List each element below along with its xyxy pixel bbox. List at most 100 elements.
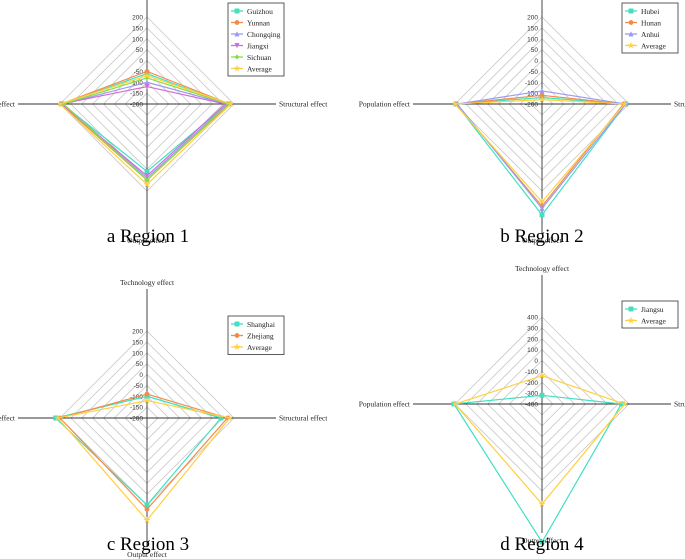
radar-chart-4: 400 300 200 100 0 -100 -200 -300 -400 Technology … (359, 264, 685, 545)
series-line (453, 99, 626, 203)
tick-label: -300 (525, 391, 538, 398)
series-point (144, 84, 150, 90)
legend-label: Jiangsu (641, 305, 664, 314)
legend-marker (234, 321, 240, 327)
series-point (143, 181, 151, 188)
legend-marker (627, 317, 635, 324)
series-point (227, 100, 234, 107)
legend-label: Shanghai (247, 320, 275, 329)
caption-region-3: c Region 3 (106, 534, 190, 555)
series-point (56, 100, 64, 107)
series-point (143, 72, 151, 79)
legend-marker (628, 8, 634, 14)
axis-label: Structural effect (279, 414, 328, 423)
tick-label: 150 (527, 25, 538, 32)
axis-label: Structural effect (279, 100, 328, 109)
tick-label: 200 (527, 336, 538, 343)
tick-label: 100 (132, 350, 143, 357)
series-point (539, 88, 545, 94)
series-point (451, 100, 459, 107)
legend-label: Anhui (641, 30, 660, 39)
series-point (226, 414, 233, 421)
series-point (144, 168, 150, 174)
series-point (621, 100, 628, 107)
legend-box (227, 2, 285, 77)
legend-label: Hunan (641, 18, 661, 27)
legend-label: Hubei (641, 7, 659, 16)
legend-marker (627, 42, 635, 49)
legend-label: Yunnan (247, 18, 270, 27)
series-point (143, 516, 151, 523)
tick-label: -50 (134, 383, 144, 390)
legend-marker (234, 333, 240, 338)
legend-marker (234, 8, 240, 14)
tick-label: 150 (132, 25, 143, 32)
series-line (454, 96, 627, 216)
legend-label: Jiangxi (247, 41, 269, 50)
series-point (143, 397, 151, 404)
legend-label: Sichuan (247, 53, 271, 62)
series-point (539, 392, 545, 398)
tick-label: -100 (130, 80, 143, 87)
legend-box (621, 300, 679, 329)
series-point (144, 502, 150, 508)
legend-label: Average (247, 64, 273, 73)
legend-marker (234, 31, 240, 37)
tick-label: -150 (130, 91, 143, 98)
axis-label: Population effect (359, 100, 411, 109)
tick-label: 50 (136, 361, 144, 368)
series-point (538, 95, 546, 103)
legend-marker (234, 43, 240, 49)
series-point (54, 414, 62, 421)
legend-label: Guizhou (247, 7, 273, 16)
legend-marker (234, 20, 240, 25)
tick-label: 100 (132, 36, 143, 43)
series-point (538, 499, 546, 507)
tick-label: -200 (130, 102, 143, 109)
tick-label: 50 (531, 47, 539, 54)
tick-label: 200 (132, 15, 143, 22)
legend-marker (233, 65, 241, 72)
tick-label: 0 (534, 358, 538, 365)
tick-label: -200 (130, 416, 143, 423)
tick-label: 200 (527, 15, 538, 22)
axis-label: Output effect (127, 550, 168, 559)
tick-label: 300 (527, 325, 538, 332)
axis-label: Structural effect (674, 100, 685, 109)
tick-label: 0 (139, 58, 143, 65)
axis-label: Output effect (127, 236, 168, 245)
series-point (144, 68, 150, 74)
series-point (451, 400, 459, 407)
legend-label: Zhejiang (247, 331, 274, 340)
tick-label: -100 (525, 369, 538, 376)
legend-label: Chongqing (247, 30, 281, 39)
tick-label: -200 (525, 102, 538, 109)
tick-label: 0 (139, 372, 143, 379)
legend: Jiangsu Average (621, 300, 679, 329)
series-point (539, 212, 545, 218)
tick-label: -50 (134, 69, 144, 76)
series-point (539, 92, 545, 98)
tick-label: 100 (527, 347, 538, 354)
tick-label: -150 (130, 405, 143, 412)
legend-label: Average (247, 343, 273, 352)
legend-marker (628, 20, 634, 25)
legend-label: Average (641, 316, 667, 325)
caption-region-2: b Region 2 (500, 226, 584, 247)
series-point (144, 173, 150, 179)
series-point (539, 539, 545, 545)
tick-label: 50 (136, 47, 144, 54)
legend-marker (233, 343, 241, 350)
series-point (621, 400, 628, 407)
series-point (539, 205, 545, 211)
series-point (144, 506, 150, 512)
tick-label: -400 (525, 402, 538, 409)
series-point (144, 391, 150, 397)
legend-label: Average (641, 41, 667, 50)
tick-label: -50 (529, 69, 539, 76)
legend: Shanghai Zhejiang Average (227, 315, 285, 355)
